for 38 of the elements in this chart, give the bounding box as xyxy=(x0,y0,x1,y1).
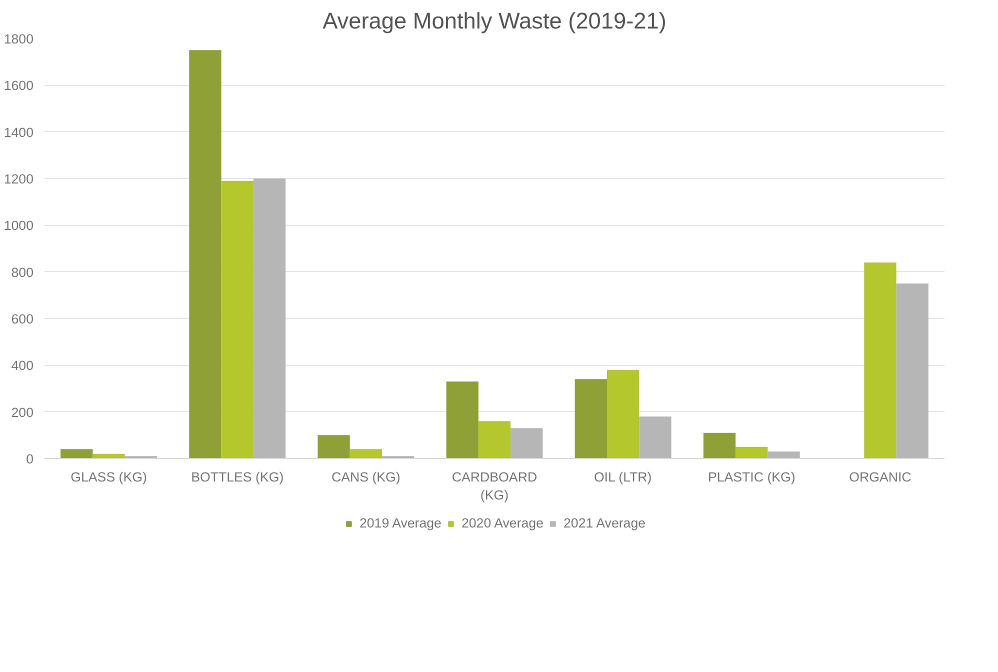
y-tick-label: 1600 xyxy=(4,78,34,94)
bar xyxy=(703,432,736,458)
bar xyxy=(60,449,93,458)
bar xyxy=(896,284,928,458)
y-tick-label: 200 xyxy=(11,404,34,420)
y-tick-label: 400 xyxy=(11,358,34,374)
y-tick-label: 800 xyxy=(11,264,34,280)
bar xyxy=(736,446,768,458)
bar xyxy=(510,428,543,458)
bar xyxy=(639,416,672,458)
x-tick-label: ORGANIC xyxy=(849,470,912,484)
bar xyxy=(446,382,478,458)
y-tick-label: 1000 xyxy=(4,218,34,234)
bar xyxy=(864,262,896,458)
x-tick-label: OIL (LTR) xyxy=(594,470,652,484)
bar xyxy=(189,50,222,458)
x-tick-label: CARDBOARD (KG) xyxy=(452,470,538,502)
x-tick-label: BOTTLES (KG) xyxy=(191,470,284,484)
x-tick-label: CANS (KG) xyxy=(331,470,400,484)
bar xyxy=(318,435,350,458)
bar xyxy=(221,180,254,458)
y-tick-label: 1800 xyxy=(4,32,34,46)
y-tick-label: 0 xyxy=(26,452,34,466)
y-tick-label: 600 xyxy=(11,312,34,326)
x-tick-label: PLASTIC (KG) xyxy=(708,470,796,484)
bar xyxy=(607,370,640,458)
x-tick-label: GLASS (KG) xyxy=(70,470,147,484)
legend-label: 2019 Average xyxy=(359,516,442,530)
bar xyxy=(478,421,511,458)
y-tick-label: 1200 xyxy=(4,172,34,186)
bar xyxy=(574,379,607,458)
legend-label: 2020 Average xyxy=(461,516,544,530)
bar xyxy=(350,449,382,458)
y-tick-label: 1400 xyxy=(4,124,34,140)
legend-label: 2021 Average xyxy=(564,516,646,530)
bar xyxy=(253,178,286,458)
chart-title: Average Monthly Waste (2019-21) xyxy=(322,8,666,34)
bar xyxy=(768,452,800,458)
